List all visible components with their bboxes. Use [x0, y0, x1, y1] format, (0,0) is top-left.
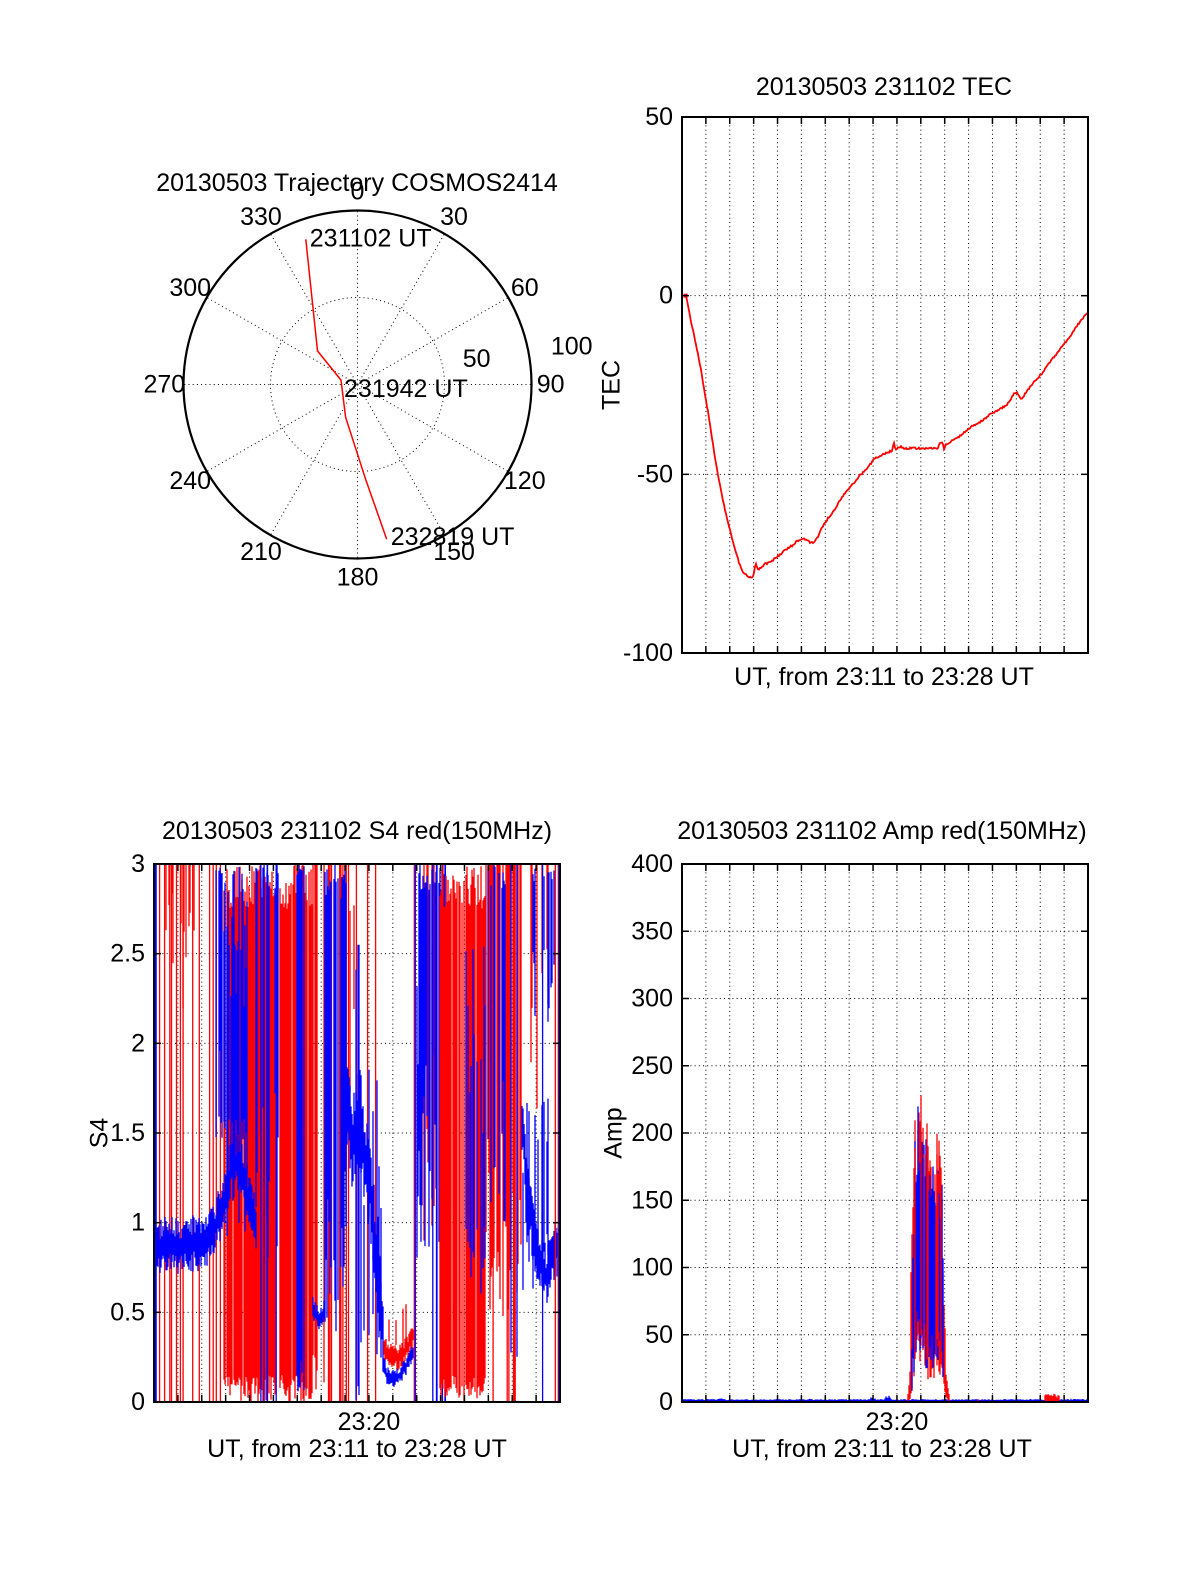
blue-noise-path [363, 1069, 382, 1358]
red-noise-path [349, 905, 355, 1092]
axis-box [681, 116, 1089, 654]
trajectory-time-label: 231942 UT [344, 375, 468, 403]
y-tick-label: 50 [645, 103, 673, 131]
red-noise-path [312, 864, 325, 1390]
s4-y-axis-label: S4 [85, 1117, 114, 1149]
trajectory-line [305, 239, 388, 540]
azimuth-tick-label: 0 [351, 177, 365, 205]
y-tick-label: 250 [631, 1052, 673, 1080]
polar-circle-100 [182, 209, 533, 560]
polar-grid [182, 209, 533, 560]
tick-marks [682, 863, 1088, 1403]
y-tick-label: 2 [131, 1029, 145, 1057]
amp-x-axis-label: UT, from 23:11 to 23:28 UT [732, 1435, 1032, 1463]
tick-marks [682, 116, 1088, 654]
trajectory-time-label: 232819 UT [391, 523, 515, 551]
blue-noise-path [260, 864, 277, 1402]
tick-labels: 400 350 300 250 200 150 100 50 0 23:20 [631, 850, 928, 1436]
red-noise-path [530, 864, 538, 1109]
y-tick-label: 50 [645, 1321, 673, 1349]
tec-y-axis-label: TEC [597, 360, 626, 410]
red-noise-path [914, 1095, 942, 1360]
y-tick-label: 0 [659, 282, 673, 310]
trajectory-plot-title: 20130503 Trajectory COSMOS2414 [156, 169, 558, 197]
blue-noise-path [215, 867, 223, 1138]
tec-x-axis-label: UT, from 23:11 to 23:28 UT [734, 663, 1034, 691]
y-tick-label: -100 [623, 639, 673, 667]
amp-y-axis-label: Amp [599, 1107, 628, 1159]
x-tick-label: 23:20 [866, 1408, 929, 1436]
red-noise-path [388, 1304, 407, 1349]
azimuth-tick-label: 300 [169, 274, 211, 302]
azimuth-tick-label: 30 [440, 203, 468, 231]
blue-noise-path [717, 1398, 723, 1402]
blue-noise-path [487, 865, 506, 1222]
data-series [681, 1095, 1089, 1402]
blue-noise-path [884, 1395, 892, 1402]
axes [681, 116, 1089, 654]
y-tick-label: 1 [131, 1209, 145, 1237]
blue-noise-path [532, 868, 555, 1022]
azimuth-tick-label: 180 [337, 564, 379, 592]
tec-plot-title: 20130503 231102 TEC [755, 73, 1013, 101]
series-line-TEC [685, 295, 1089, 579]
blue-noise-path [312, 1296, 325, 1330]
blue-noise-path [510, 864, 518, 1357]
y-tick-label: 3 [131, 850, 145, 878]
s4-plot-title: 20130503 231102 S4 red(150MHz) [161, 817, 553, 845]
blue-noise-path [522, 1098, 549, 1290]
red-noise-path [165, 864, 195, 1009]
radial-tick-label-50: 50 [463, 345, 491, 373]
y-tick-label: -50 [637, 460, 673, 488]
azimuth-tick-label: 90 [537, 371, 565, 399]
polar-azimuth-labels: 0 30 60 90 120 150 180 210 240 270 300 330 50 100 [144, 177, 593, 591]
red-noise-path [383, 1328, 414, 1371]
y-tick-label: 350 [631, 917, 673, 945]
trajectory-time-label: 231102 UT [310, 224, 432, 252]
blue-noise-path [807, 1398, 812, 1402]
azimuth-tick-label: 240 [169, 467, 211, 495]
radial-tick-label-100: 100 [551, 333, 593, 361]
red-noise-path [1044, 1393, 1060, 1402]
polar-circle-50 [270, 297, 445, 472]
azimuth-tick-label: 210 [240, 538, 282, 566]
amp-plot-title: 20130503 231102 Amp red(150MHz) [677, 817, 1087, 845]
trajectory-time-labels: 231102 UT 231942 UT 232819 UT [310, 224, 515, 551]
tick-labels: 50 0 -50 -100 [623, 103, 673, 667]
y-tick-label: 0 [131, 1388, 145, 1416]
y-tick-label: 0 [659, 1388, 673, 1416]
y-tick-label: 400 [631, 850, 673, 878]
blue-noise-path [355, 944, 362, 1401]
y-tick-label: 150 [631, 1186, 673, 1214]
blue-noise-path [324, 864, 347, 1332]
blue-noise-path [223, 867, 248, 1237]
grid-lines [682, 864, 1088, 1402]
x-tick-label: 23:20 [338, 1408, 401, 1436]
y-tick-label: 2.5 [110, 940, 145, 968]
y-tick-label: 200 [631, 1119, 673, 1147]
y-tick-label: 1.5 [110, 1119, 145, 1147]
s4-x-axis-label: UT, from 23:11 to 23:28 UT [207, 1435, 507, 1463]
blue-noise-path [383, 1347, 414, 1387]
y-tick-label: 300 [631, 985, 673, 1013]
tick-marks [154, 863, 560, 1403]
azimuth-tick-label: 270 [144, 371, 186, 399]
y-tick-label: 0.5 [110, 1298, 145, 1326]
azimuth-tick-label: 330 [240, 203, 282, 231]
blue-noise-path [465, 946, 486, 1294]
azimuth-tick-label: 60 [511, 274, 539, 302]
blue-noise-path [296, 865, 305, 1391]
tick-labels: 3 2.5 2 1.5 1 0.5 0 23:20 [110, 850, 400, 1436]
y-tick-label: 100 [631, 1254, 673, 1282]
azimuth-tick-label: 120 [504, 467, 546, 495]
red-noise-path [492, 864, 516, 1402]
grid-lines [682, 117, 1088, 653]
azimuth-tick-label: 150 [433, 538, 475, 566]
